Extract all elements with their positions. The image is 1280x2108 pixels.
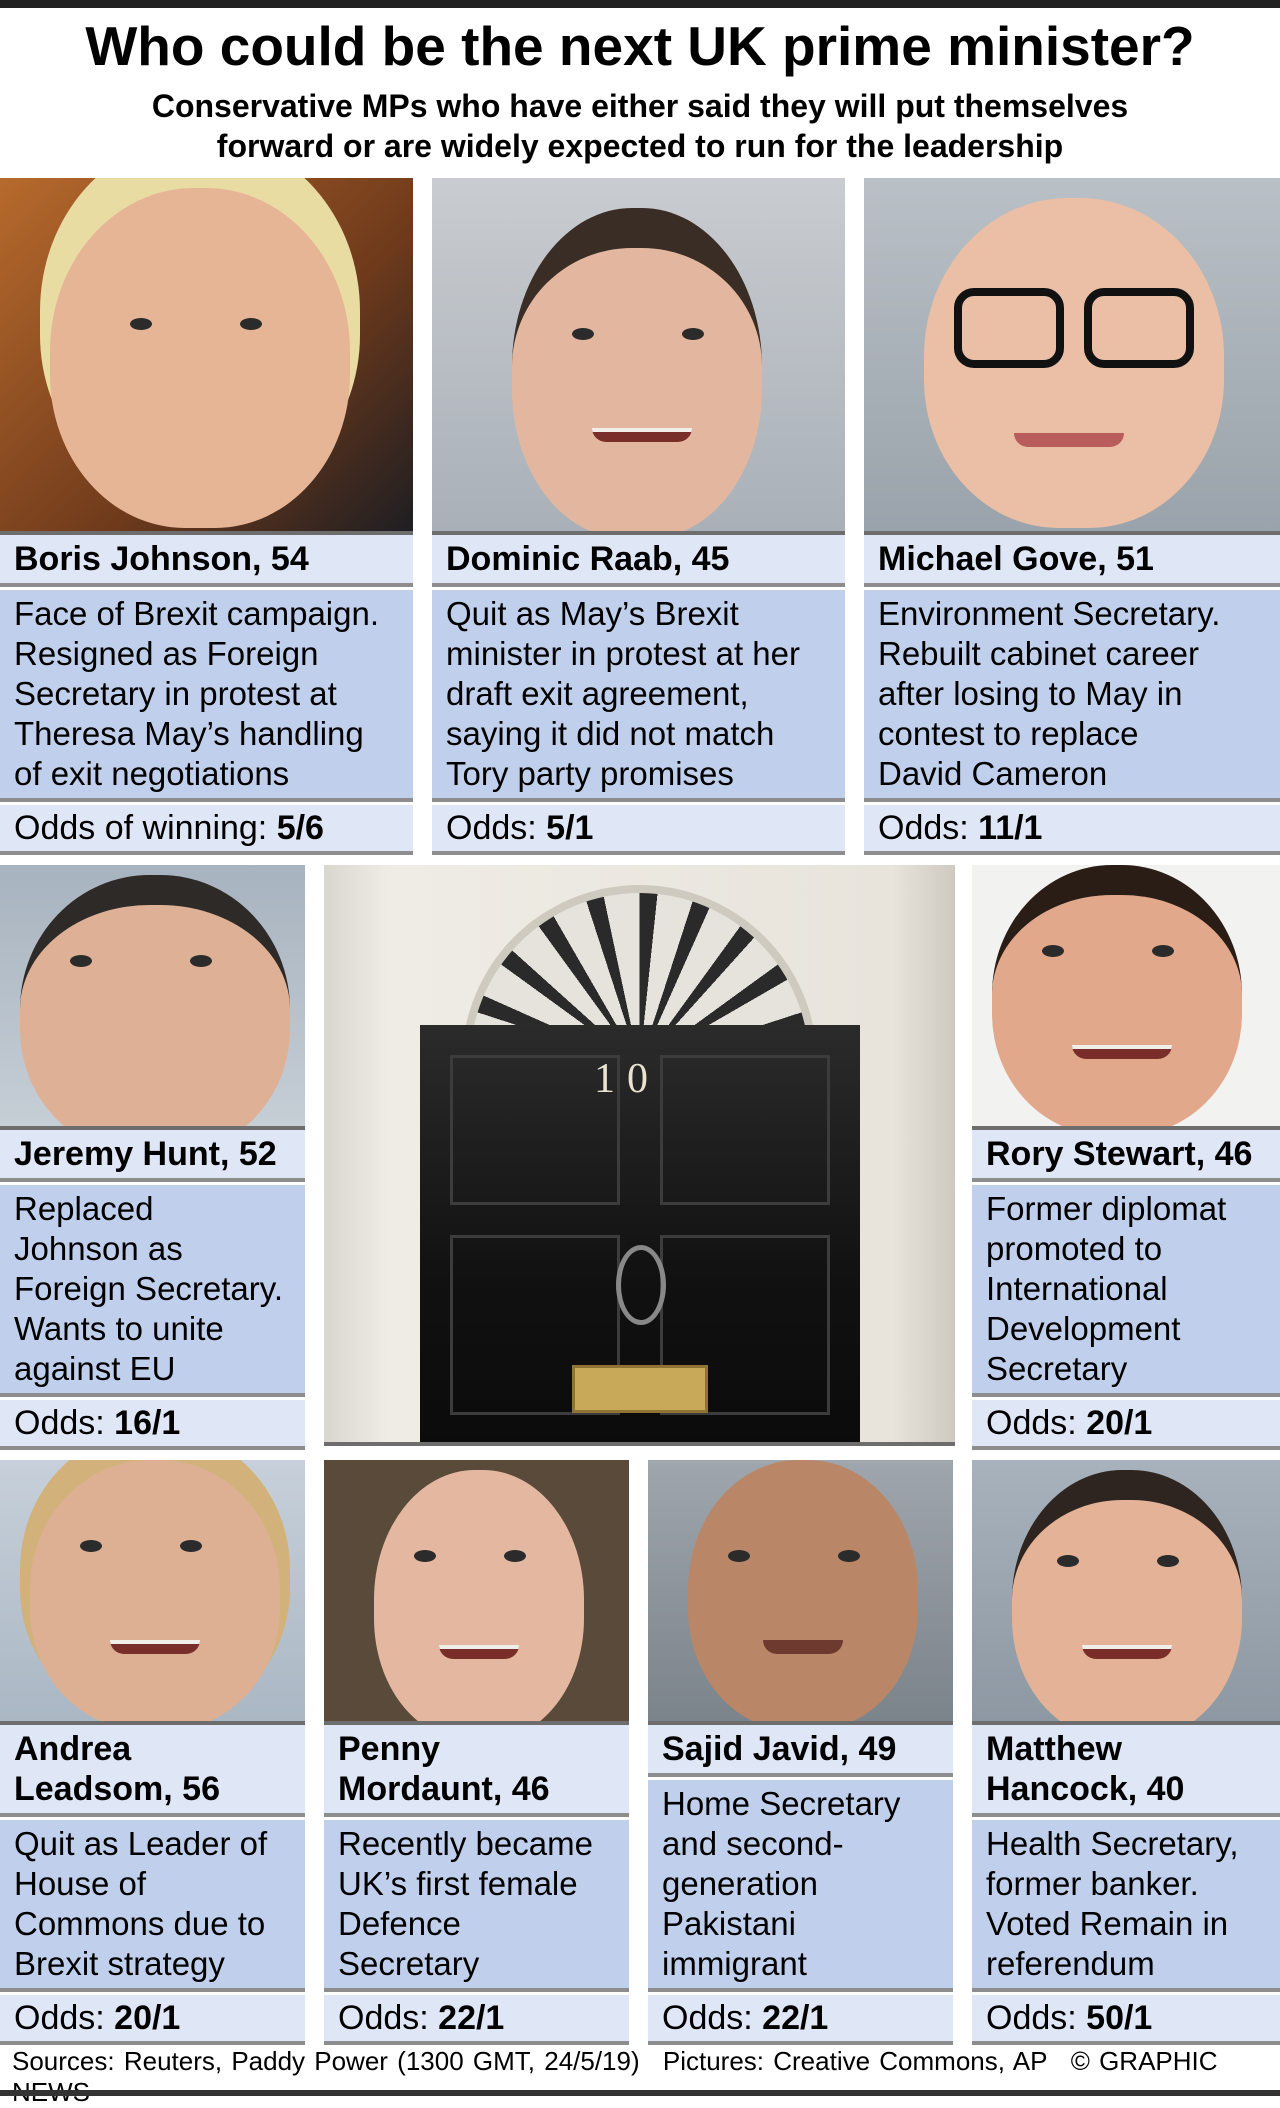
odds-value: 50/1 bbox=[1086, 1999, 1153, 2037]
candidate-name: Matthew Hancock, 40 bbox=[972, 1725, 1280, 1817]
candidate-name: Rory Stewart, 46 bbox=[972, 1130, 1280, 1182]
odds-value: 5/1 bbox=[546, 809, 594, 847]
letterbox bbox=[572, 1365, 708, 1413]
bottom-rule bbox=[0, 2090, 1280, 2096]
candidate-odds: Odds: 5/1 bbox=[432, 802, 845, 855]
candidate-description: Health Secretary, former banker. Voted R… bbox=[972, 1817, 1280, 1992]
candidate-description: Former diplomat promoted to Internationa… bbox=[972, 1182, 1280, 1397]
odds-label: Odds: bbox=[14, 1999, 115, 2037]
candidate-odds: Odds: 16/1 bbox=[0, 1397, 305, 1450]
odds-label: Odds: bbox=[14, 1404, 115, 1442]
candidate-card-mordaunt: Penny Mordaunt, 46 Recently became UK’s … bbox=[324, 1460, 629, 2045]
candidate-card-stewart: Rory Stewart, 46 Former diplomat promote… bbox=[972, 865, 1280, 1450]
candidate-card-javid: Sajid Javid, 49 Home Secretary and secon… bbox=[648, 1460, 953, 2045]
candidate-description: Environment Secretary. Rebuilt cabinet c… bbox=[864, 587, 1280, 802]
candidate-odds: Odds: 50/1 bbox=[972, 1992, 1280, 2045]
odds-label: Odds: bbox=[878, 809, 979, 847]
odds-label: Odds: bbox=[986, 1999, 1087, 2037]
door-number: 10 bbox=[594, 1056, 660, 1102]
candidate-description: Quit as Leader of House of Commons due t… bbox=[0, 1817, 305, 1992]
candidate-name: Andrea Leadsom, 56 bbox=[0, 1725, 305, 1817]
odds-label: Odds: bbox=[338, 1999, 439, 2037]
candidate-odds: Odds: 20/1 bbox=[0, 1992, 305, 2045]
page-title: Who could be the next UK prime minister? bbox=[85, 15, 1195, 77]
candidate-odds: Odds of winning: 5/6 bbox=[0, 802, 413, 855]
odds-value: 5/6 bbox=[276, 809, 324, 847]
odds-label: Odds: bbox=[986, 1404, 1087, 1442]
candidate-photo bbox=[0, 865, 305, 1130]
candidate-photo bbox=[432, 178, 845, 535]
downing-street-door-photo: 10 bbox=[324, 865, 955, 1446]
candidate-card-leadsom: Andrea Leadsom, 56 Quit as Leader of Hou… bbox=[0, 1460, 305, 2045]
candidate-name: Boris Johnson, 54 bbox=[0, 535, 413, 587]
candidate-description: Replaced Johnson as Foreign Secretary. W… bbox=[0, 1182, 305, 1397]
candidate-photo bbox=[324, 1460, 629, 1725]
candidate-photo bbox=[972, 1460, 1280, 1725]
odds-value: 22/1 bbox=[762, 1999, 829, 2037]
odds-value: 20/1 bbox=[114, 1999, 181, 2037]
odds-value: 22/1 bbox=[438, 1999, 505, 2037]
odds-label: Odds: bbox=[446, 809, 547, 847]
candidate-odds: Odds: 22/1 bbox=[324, 1992, 629, 2045]
candidate-name: Sajid Javid, 49 bbox=[648, 1725, 953, 1777]
top-rule bbox=[0, 0, 1280, 8]
sources-text: Sources: Reuters, Paddy Power (1300 GMT,… bbox=[12, 2046, 640, 2076]
candidate-card-johnson: Boris Johnson, 54 Face of Brexit campaig… bbox=[0, 178, 413, 855]
candidate-photo bbox=[0, 1460, 305, 1725]
candidate-card-hancock: Matthew Hancock, 40 Health Secretary, fo… bbox=[972, 1460, 1280, 2045]
candidate-photo bbox=[648, 1460, 953, 1725]
candidate-odds: Odds: 11/1 bbox=[864, 802, 1280, 855]
candidate-odds: Odds: 22/1 bbox=[648, 1992, 953, 2045]
odds-label: Odds of winning: bbox=[14, 809, 277, 847]
lion-knocker-icon bbox=[616, 1245, 666, 1325]
candidate-name: Penny Mordaunt, 46 bbox=[324, 1725, 629, 1817]
footer: Sources: Reuters, Paddy Power (1300 GMT,… bbox=[12, 2046, 1280, 2108]
candidate-name: Jeremy Hunt, 52 bbox=[0, 1130, 305, 1182]
candidate-name: Michael Gove, 51 bbox=[864, 535, 1280, 587]
pictures-credit: Pictures: Creative Commons, AP bbox=[662, 2046, 1048, 2076]
candidate-description: Home Secretary and second- generation Pa… bbox=[648, 1777, 953, 1992]
candidate-description: Quit as May’s Brexit minister in protest… bbox=[432, 587, 845, 802]
odds-label: Odds: bbox=[662, 1999, 763, 2037]
candidate-card-hunt: Jeremy Hunt, 52 Replaced Johnson as Fore… bbox=[0, 865, 305, 1450]
candidate-description: Face of Brexit campaign. Resigned as For… bbox=[0, 587, 413, 802]
candidate-photo bbox=[0, 178, 413, 535]
candidate-odds: Odds: 20/1 bbox=[972, 1397, 1280, 1450]
candidate-photo bbox=[972, 865, 1280, 1130]
candidate-name: Dominic Raab, 45 bbox=[432, 535, 845, 587]
candidate-photo bbox=[864, 178, 1280, 535]
candidate-description: Recently became UK’s first female Defenc… bbox=[324, 1817, 629, 1992]
page-subtitle: Conservative MPs who have either said th… bbox=[151, 88, 1129, 164]
odds-value: 20/1 bbox=[1086, 1404, 1153, 1442]
candidate-card-gove: Michael Gove, 51 Environment Secretary. … bbox=[864, 178, 1280, 855]
odds-value: 16/1 bbox=[114, 1404, 181, 1442]
candidate-card-raab: Dominic Raab, 45 Quit as May’s Brexit mi… bbox=[432, 178, 845, 855]
odds-value: 11/1 bbox=[978, 809, 1043, 847]
